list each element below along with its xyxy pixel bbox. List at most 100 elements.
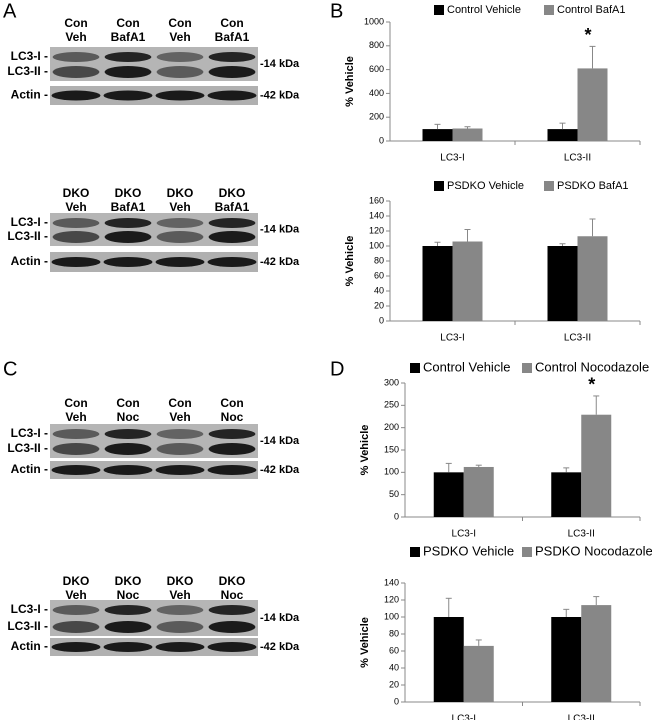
lane-label: Noc: [117, 410, 140, 424]
row-label: LC3-I -: [11, 426, 48, 440]
legend-swatch: [434, 5, 444, 15]
bar: [433, 472, 464, 517]
lane-label: Con: [168, 16, 191, 30]
error-bar: [559, 243, 566, 246]
band: [52, 218, 100, 228]
legend-label: PSDKO BafA1: [557, 180, 629, 192]
band: [103, 90, 153, 101]
error-bar: [434, 241, 441, 246]
error-bar: [445, 462, 452, 473]
error-bar: [475, 464, 482, 467]
panel-label: A: [3, 0, 17, 22]
lane-label: Con: [116, 16, 139, 30]
band: [156, 218, 204, 228]
row-label: LC3-II -: [7, 64, 48, 78]
legend-swatch: [522, 547, 532, 557]
error-bar: [563, 467, 570, 473]
lane-label: Veh: [65, 588, 86, 602]
band: [52, 443, 100, 455]
bar: [577, 236, 608, 321]
y-axis-label: % Vehicle: [359, 425, 371, 476]
legend-swatch: [544, 181, 554, 191]
error-bar: [559, 122, 566, 130]
band: [104, 429, 152, 439]
lane-label: DKO: [219, 186, 246, 200]
bar: [551, 472, 582, 517]
y-tick-label: 50: [389, 489, 399, 499]
lane-label: Con: [168, 396, 191, 410]
band: [104, 621, 152, 633]
band: [104, 52, 152, 62]
y-tick-label: 120: [369, 225, 384, 235]
y-tick-label: 60: [374, 270, 384, 280]
x-tick-label: LC3-II: [568, 714, 595, 720]
band: [104, 231, 152, 243]
error-bar: [589, 45, 596, 69]
lane-label: DKO: [167, 574, 194, 588]
blot-actin: [50, 86, 258, 105]
row-label: LC3-II -: [7, 441, 48, 455]
band: [208, 621, 256, 633]
band: [155, 90, 205, 101]
error-bar: [589, 218, 596, 237]
marker-label: -14 kDa: [260, 223, 300, 235]
band: [208, 231, 256, 243]
band: [52, 429, 100, 439]
band: [52, 605, 100, 615]
y-axis-label: % Vehicle: [344, 56, 356, 107]
band: [104, 443, 152, 455]
lane-label: Veh: [169, 410, 190, 424]
lane-label: Veh: [169, 30, 190, 44]
lane-label: Con: [64, 396, 87, 410]
band: [155, 257, 205, 267]
bar: [547, 246, 578, 321]
legend-label: PSDKO Vehicle: [423, 543, 514, 558]
bar: [422, 129, 453, 141]
legend-label: PSDKO Nocodazole: [535, 543, 652, 558]
y-tick-label: 0: [394, 511, 399, 521]
marker-label: -14 kDa: [260, 58, 300, 70]
bar: [577, 68, 608, 141]
bar: [463, 645, 494, 702]
lane-label: BafA1: [111, 30, 146, 44]
band: [207, 90, 257, 101]
y-tick-label: 120: [384, 594, 399, 604]
y-tick-label: 250: [384, 400, 399, 410]
y-tick-label: 600: [369, 64, 384, 74]
lane-label: DKO: [167, 186, 194, 200]
error-bar: [464, 229, 471, 242]
error-bar: [593, 596, 600, 606]
marker-label: -42 kDa: [260, 89, 300, 101]
bar: [547, 129, 578, 141]
band: [208, 443, 256, 455]
band: [156, 231, 204, 243]
bar: [551, 617, 582, 702]
row-label: Actin -: [11, 88, 48, 102]
y-tick-label: 200: [384, 422, 399, 432]
lane-label: BafA1: [111, 200, 146, 214]
y-tick-label: 100: [369, 240, 384, 250]
row-label: Actin -: [11, 462, 48, 476]
lane-label: Con: [220, 16, 243, 30]
annotation: *: [588, 375, 595, 395]
band: [104, 605, 152, 615]
lane-label: DKO: [63, 574, 90, 588]
bar: [452, 128, 483, 141]
blot-actin: [50, 638, 258, 656]
y-tick-label: 140: [384, 577, 399, 587]
row-label: LC3-II -: [7, 229, 48, 243]
blot-actin: [50, 461, 258, 479]
band: [104, 218, 152, 228]
lane-label: Noc: [221, 588, 244, 602]
bar: [433, 617, 464, 702]
x-tick-label: LC3-I: [452, 714, 476, 720]
row-label: LC3-II -: [7, 619, 48, 633]
bar: [581, 605, 612, 702]
y-tick-label: 160: [369, 195, 384, 205]
row-label: Actin -: [11, 639, 48, 653]
error-bar: [475, 639, 482, 646]
band: [208, 52, 256, 62]
panel-label: C: [3, 358, 17, 380]
lane-label: Con: [116, 396, 139, 410]
